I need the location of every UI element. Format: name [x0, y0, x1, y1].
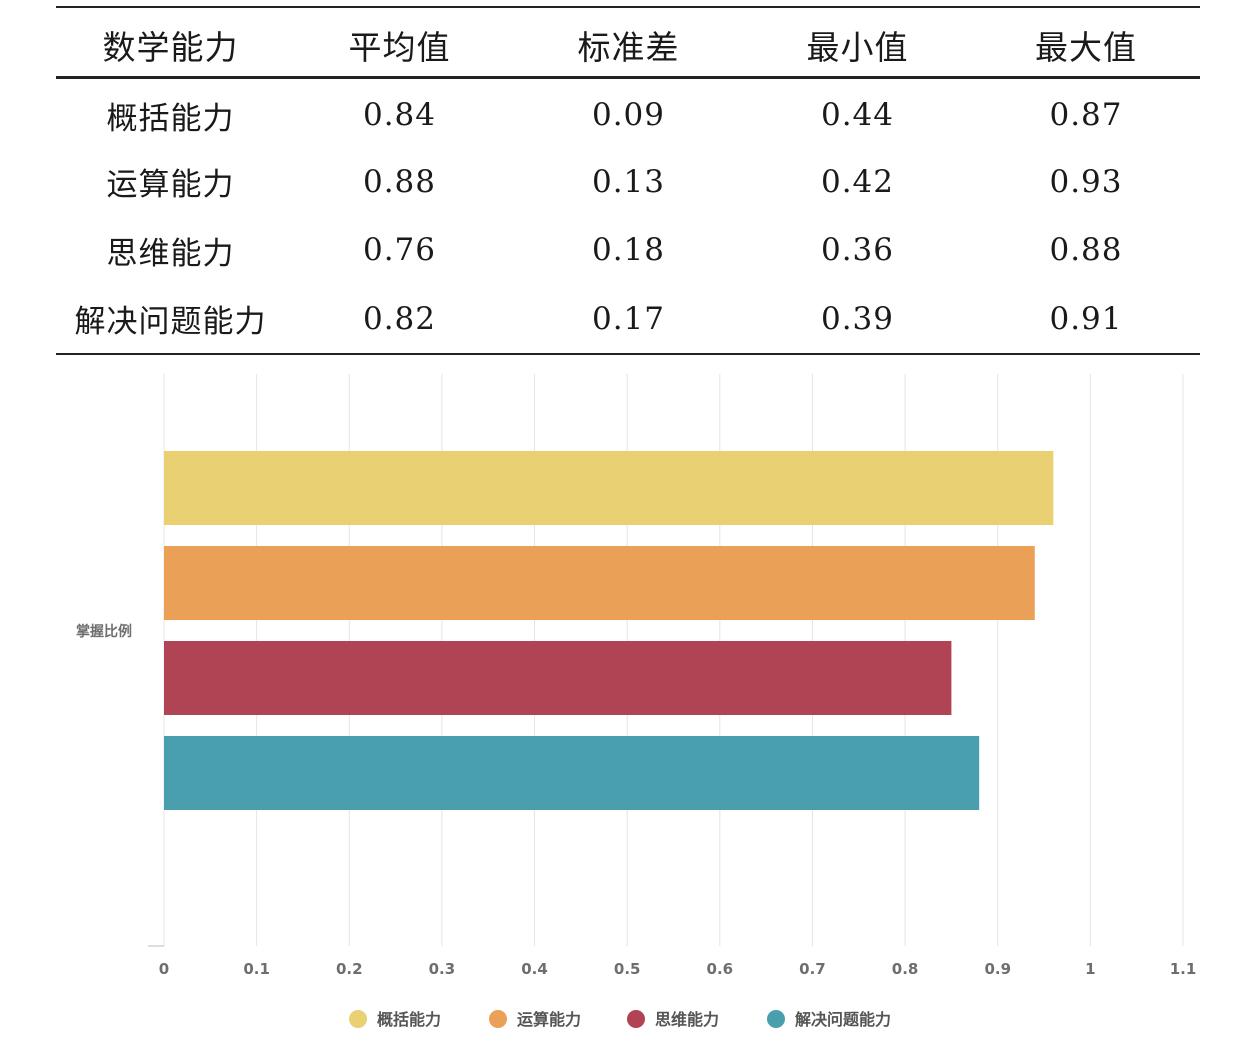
- x-tick-label: 0.7: [799, 960, 826, 978]
- table-cell: 0.88: [362, 163, 437, 200]
- bar-chart: 0 0.1 0.2 0.3 0.4 0.5 0.6 0.7 0.8 0.9 1 1.1 掌握比例概括能力…: [76, 374, 1197, 1029]
- legend-label: 思维能力: [655, 1010, 719, 1029]
- bar: [164, 451, 1054, 525]
- table-cell: 0.36: [820, 232, 895, 269]
- table-header-row: 数学能力 平均值 标准差 最小值 最大值: [56, 8, 1200, 76]
- table-cell: 0.82: [362, 300, 437, 337]
- table-row: 思维能力 0.76 0.18 0.36 0.88: [56, 216, 1200, 285]
- row-label: 解决问题能力: [74, 304, 267, 341]
- bar: [164, 641, 952, 715]
- table-top-rule: [56, 6, 1200, 8]
- table-bottom-rule: [56, 353, 1200, 355]
- table-cell: 0.88: [1049, 232, 1123, 269]
- row-label: 思维能力: [106, 235, 235, 272]
- legend-marker: [489, 1010, 507, 1028]
- legend-marker: [767, 1010, 785, 1028]
- table-cell: 0.44: [820, 97, 895, 134]
- legend-label: 概括能力: [377, 1010, 441, 1029]
- header-cell: 平均值: [348, 28, 451, 67]
- legend-label: 解决问题能力: [795, 1010, 891, 1029]
- table-row: 运算能力 0.88 0.13 0.42 0.93: [56, 148, 1200, 217]
- table-cell: 0.84: [362, 97, 437, 134]
- header-cell: 最小值: [806, 28, 909, 67]
- x-tick-label: 0: [159, 960, 169, 978]
- table-cell: 0.93: [1049, 163, 1123, 200]
- table-cell: 0.91: [1049, 300, 1123, 337]
- x-tick-label: 0.8: [892, 960, 919, 978]
- x-tick-label: 0.6: [707, 960, 734, 978]
- x-tick-label: 0.9: [984, 960, 1011, 978]
- table-cell: 0.09: [591, 97, 666, 134]
- x-tick-label: 1: [1085, 960, 1095, 978]
- row-label: 概括能力: [106, 100, 235, 137]
- stats-table: 数学能力 平均值 标准差 最小值 最大值 概括能力 0.84 0.09 0.44…: [56, 6, 1200, 355]
- row-label: 运算能力: [106, 167, 235, 204]
- x-tick-label: 0.5: [614, 960, 641, 978]
- table-cell: 0.17: [591, 300, 666, 337]
- y-category-label: 掌握比例: [76, 623, 132, 640]
- legend-label: 运算能力: [517, 1010, 581, 1029]
- table-cell: 0.42: [820, 163, 895, 200]
- x-tick-label: 1.1: [1170, 960, 1197, 978]
- x-tick-label: 0.2: [336, 960, 363, 978]
- bar: [164, 736, 980, 810]
- table-cell: 0.39: [820, 300, 895, 337]
- table-cell: 0.76: [362, 232, 437, 269]
- header-cell: 数学能力: [102, 28, 239, 67]
- x-tick-label: 0.4: [521, 960, 548, 978]
- header-cell: 最大值: [1035, 28, 1137, 67]
- legend-marker: [627, 1010, 645, 1028]
- table-cell: 0.87: [1049, 97, 1123, 134]
- table-row: 概括能力 0.84 0.09 0.44 0.87: [56, 79, 1200, 148]
- table-row: 解决问题能力 0.82 0.17 0.39 0.91: [56, 285, 1200, 354]
- table-cell: 0.18: [591, 232, 666, 269]
- x-tick-label: 0.1: [243, 960, 270, 978]
- table-header-rule: [56, 76, 1200, 79]
- header-cell: 标准差: [577, 28, 680, 67]
- x-tick-label: 0.3: [429, 960, 456, 978]
- bar: [164, 546, 1035, 620]
- legend-marker: [349, 1010, 367, 1028]
- table-cell: 0.13: [591, 163, 666, 200]
